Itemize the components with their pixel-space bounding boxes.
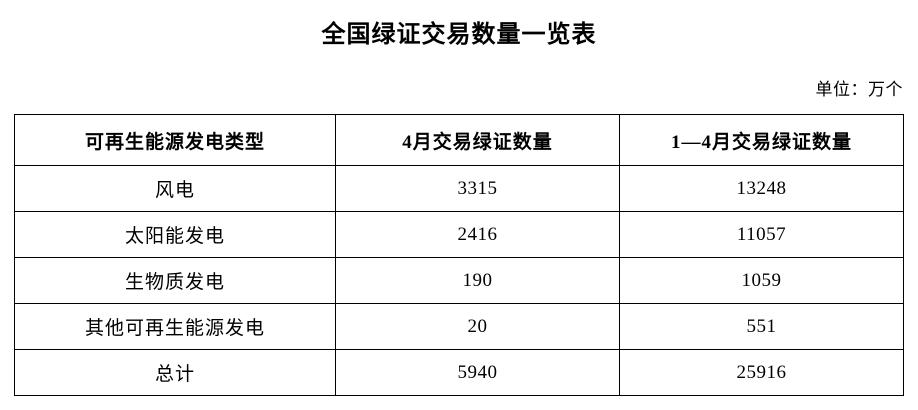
unit-note: 单位：万个 — [815, 80, 903, 99]
cell-april: 190 — [335, 257, 620, 304]
column-header-category: 可再生能源发电类型 — [14, 114, 336, 166]
cell-jan-apr: 1059 — [619, 257, 904, 304]
cell-category: 生物质发电 — [14, 257, 336, 304]
cell-category: 太阳能发电 — [14, 211, 336, 258]
cell-jan-apr: 551 — [619, 303, 904, 350]
table-row: 其他可再生能源发电 20 551 — [14, 303, 904, 350]
cell-april: 2416 — [335, 211, 620, 258]
cell-category: 总计 — [14, 349, 336, 396]
cell-jan-apr: 11057 — [619, 211, 904, 258]
cell-jan-apr: 25916 — [619, 349, 904, 396]
column-header-april: 4月交易绿证数量 — [335, 114, 620, 166]
cell-april: 20 — [335, 303, 620, 350]
table-row: 风电 3315 13248 — [14, 165, 904, 212]
table-body: 风电 3315 13248 太阳能发电 2416 11057 生物质发电 190… — [14, 165, 904, 396]
table-header-row: 可再生能源发电类型 4月交易绿证数量 1—4月交易绿证数量 — [14, 114, 904, 166]
cell-jan-apr: 13248 — [619, 165, 904, 212]
cell-april: 5940 — [335, 349, 620, 396]
green-certificate-table: 可再生能源发电类型 4月交易绿证数量 1—4月交易绿证数量 风电 3315 13… — [14, 114, 904, 396]
cell-category: 风电 — [14, 165, 336, 212]
table-header: 可再生能源发电类型 4月交易绿证数量 1—4月交易绿证数量 — [14, 114, 904, 166]
column-header-jan-apr: 1—4月交易绿证数量 — [619, 114, 904, 166]
table-row-total: 总计 5940 25916 — [14, 349, 904, 396]
page-title: 全国绿证交易数量一览表 — [321, 22, 597, 48]
cell-april: 3315 — [335, 165, 620, 212]
cell-category: 其他可再生能源发电 — [14, 303, 336, 350]
table-row: 生物质发电 190 1059 — [14, 257, 904, 304]
table-row: 太阳能发电 2416 11057 — [14, 211, 904, 258]
